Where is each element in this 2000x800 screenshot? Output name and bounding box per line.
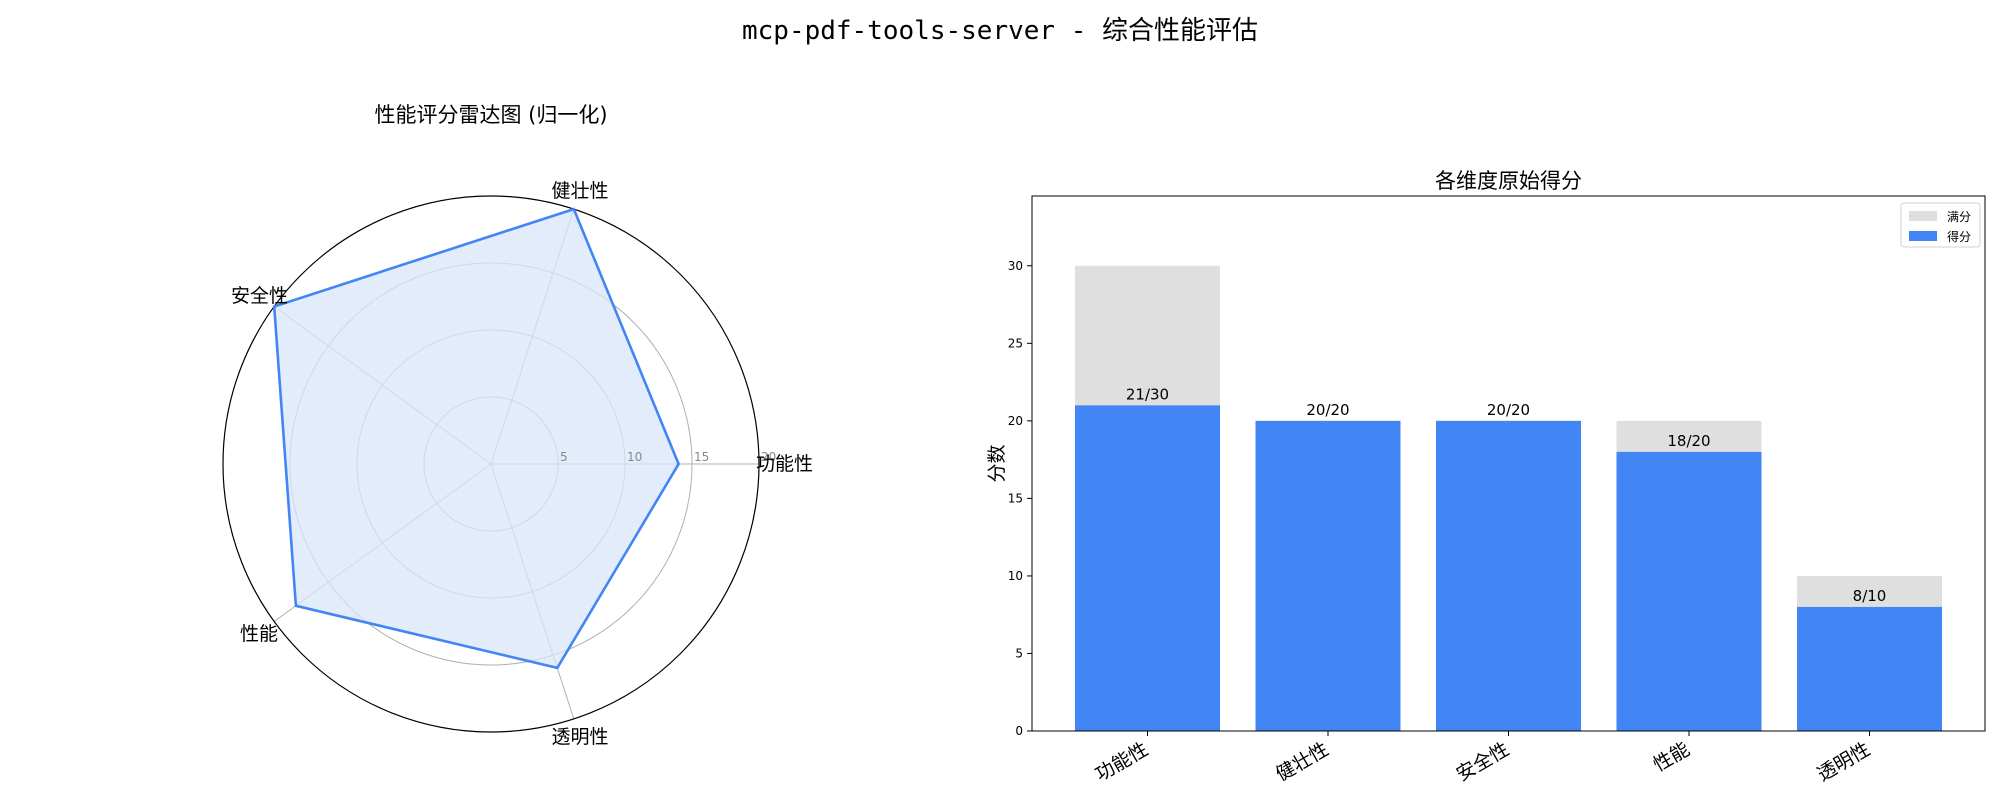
legend-box xyxy=(1900,202,1981,248)
legend-label: 满分 xyxy=(1947,210,1971,224)
radar-axis-label: 安全性 xyxy=(231,285,288,307)
bar-data-label: 8/10 xyxy=(1853,587,1887,605)
bar-full-score xyxy=(1255,420,1401,731)
y-tick-label: 30 xyxy=(1008,259,1023,273)
y-tick-label: 15 xyxy=(1008,491,1023,505)
x-tick-label: 性能 xyxy=(1650,738,1694,776)
x-tick-label: 功能性 xyxy=(1092,738,1152,786)
radar-r-tick-label: 20 xyxy=(761,450,776,464)
radar-r-tick-label: 15 xyxy=(694,450,709,464)
radar-title: 性能评分雷达图 (归一化) xyxy=(374,103,607,127)
radar-axis-label: 性能 xyxy=(240,623,278,645)
radar-axis-label: 透明性 xyxy=(551,726,608,748)
legend-label: 得分 xyxy=(1947,229,1971,244)
bar-full-score xyxy=(1436,420,1581,731)
radar-axis-label: 健壮性 xyxy=(551,180,608,202)
radar-area xyxy=(274,209,679,668)
y-tick-label: 20 xyxy=(1008,414,1023,428)
bar-full-score xyxy=(1075,265,1220,731)
x-tick-label: 安全性 xyxy=(1453,738,1513,786)
legend-swatch xyxy=(1909,231,1937,241)
x-tick-label: 透明性 xyxy=(1814,738,1874,786)
bar-full-score xyxy=(1616,420,1762,731)
bar-score xyxy=(1616,451,1762,731)
bar-data-label: 20/20 xyxy=(1306,401,1349,419)
bar-full-score xyxy=(1797,575,1942,731)
bar-score xyxy=(1075,405,1220,731)
radar-r-tick-label: 10 xyxy=(627,450,642,464)
y-tick-label: 5 xyxy=(1015,646,1023,660)
y-tick-label: 10 xyxy=(1008,569,1023,583)
bar-axes-frame xyxy=(1031,195,1986,732)
y-tick-label: 0 xyxy=(1015,724,1023,738)
bar-score xyxy=(1255,420,1401,731)
legend-swatch xyxy=(1909,211,1937,221)
radar-line xyxy=(272,207,681,670)
y-tick-label: 25 xyxy=(1008,336,1023,350)
bar-score xyxy=(1436,420,1581,731)
radar-frame xyxy=(222,195,760,733)
bar-chart-title: 各维度原始得分 xyxy=(1435,169,1582,193)
figure-title: mcp-pdf-tools-server - 综合性能评估 xyxy=(741,16,1259,46)
bar-data-label: 21/30 xyxy=(1126,385,1169,403)
bar-score xyxy=(1797,606,1942,731)
x-tick-label: 健壮性 xyxy=(1272,738,1332,786)
radar-axis-label: 功能性 xyxy=(756,453,813,475)
radar-r-tick-label: 5 xyxy=(560,450,568,464)
bar-data-label: 20/20 xyxy=(1487,401,1530,419)
bar-data-label: 18/20 xyxy=(1667,432,1710,450)
